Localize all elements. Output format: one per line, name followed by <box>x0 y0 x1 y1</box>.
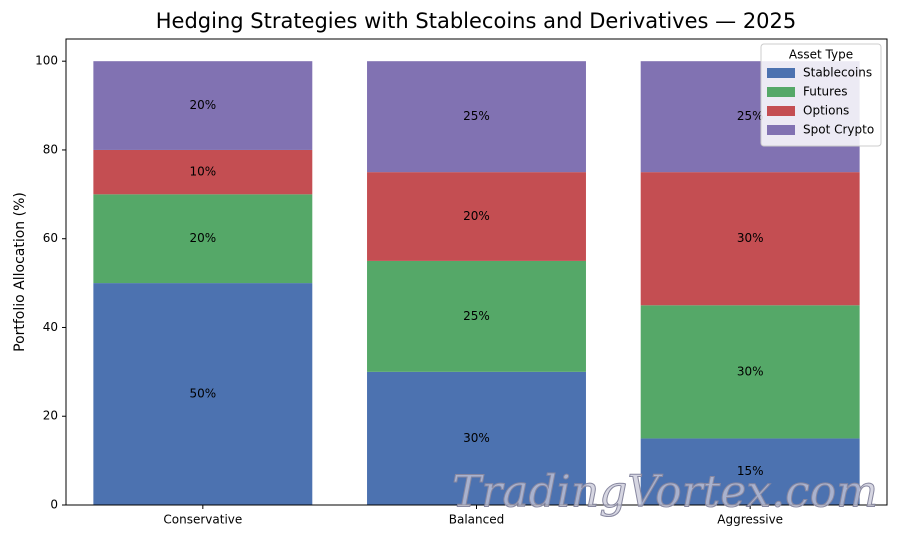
y-tick-label: 60 <box>43 231 58 245</box>
plot-frame <box>65 38 888 506</box>
bar-segment <box>367 371 586 505</box>
bar-segment <box>93 283 313 505</box>
chart-title: Hedging Strategies with Stablecoins and … <box>156 9 797 33</box>
bar-segment <box>367 61 586 173</box>
legend-label: Spot Crypto <box>803 123 874 137</box>
bar-segment <box>640 305 860 439</box>
y-tick-label: 0 <box>50 498 58 512</box>
legend-label: Stablecoins <box>803 66 872 80</box>
bar-segment <box>367 260 586 372</box>
legend-swatch <box>767 125 795 135</box>
legend-swatch <box>767 106 795 116</box>
y-tick-label: 20 <box>43 409 58 423</box>
bar-segment <box>640 172 860 306</box>
bar-segment <box>93 61 313 150</box>
value-label: 20% <box>189 98 216 112</box>
value-label: 10% <box>189 165 216 179</box>
value-label: 25% <box>737 109 764 123</box>
bar-segment <box>93 194 313 284</box>
y-axis-label: Portfolio Allocation (%) <box>12 192 28 352</box>
bar-segment <box>640 438 860 505</box>
legend-swatch <box>767 68 795 78</box>
value-label: 20% <box>189 231 216 245</box>
legend-swatch <box>767 87 795 97</box>
legend-title: Asset Type <box>789 48 853 62</box>
value-label: 50% <box>189 387 216 401</box>
value-label: 30% <box>737 231 764 245</box>
y-tick-label: 40 <box>43 320 58 334</box>
x-tick-label: Aggressive <box>717 513 783 527</box>
value-label: 15% <box>737 464 764 478</box>
value-label: 20% <box>463 209 490 223</box>
legend-label: Options <box>803 104 849 118</box>
watermark: TradingVortex.com <box>452 467 878 518</box>
value-label: 30% <box>737 364 764 378</box>
x-tick-label: Balanced <box>449 513 504 527</box>
bar-segment <box>93 149 313 195</box>
x-tick-label: Conservative <box>163 513 242 527</box>
y-tick-label: 80 <box>43 142 58 156</box>
value-label: 25% <box>463 109 490 123</box>
value-label: 25% <box>463 309 490 323</box>
legend-label: Futures <box>803 85 847 99</box>
bar-segment <box>367 172 586 261</box>
y-tick-label: 100 <box>35 54 58 68</box>
value-label: 30% <box>463 431 490 445</box>
